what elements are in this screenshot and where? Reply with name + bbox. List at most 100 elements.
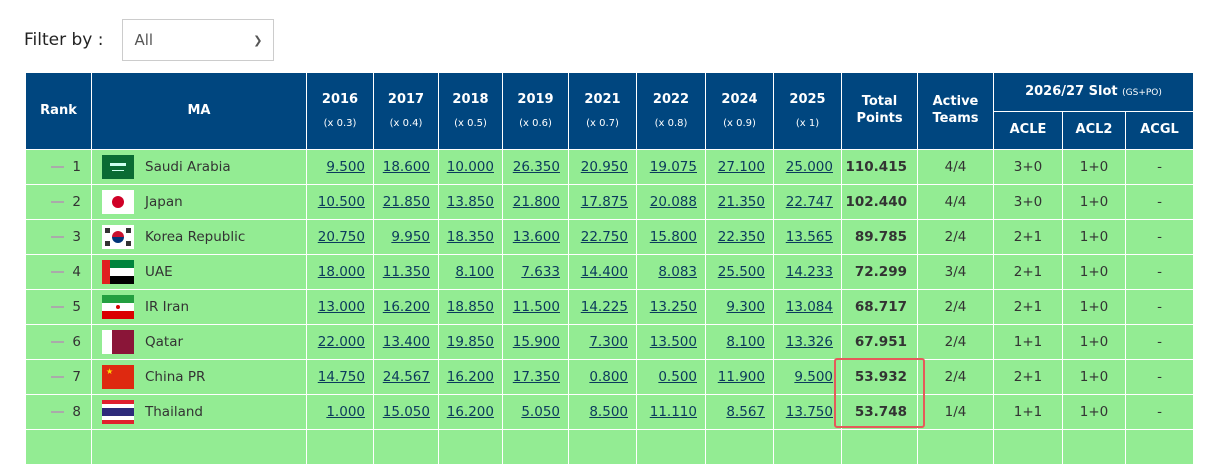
points-link[interactable]: 16.200 — [382, 299, 430, 315]
points-link[interactable]: 16.200 — [446, 404, 494, 420]
points-link[interactable]: 13.500 — [649, 334, 697, 350]
points-link[interactable]: 0.800 — [589, 369, 628, 385]
total-points: 102.440 — [841, 184, 918, 220]
points-link[interactable]: 1.000 — [326, 404, 365, 420]
points-link[interactable]: 13.850 — [446, 194, 494, 210]
points-link[interactable]: 15.900 — [512, 334, 560, 350]
partial-row-cell — [568, 429, 637, 465]
points-link[interactable]: 18.850 — [446, 299, 494, 315]
points-link[interactable]: 21.800 — [512, 194, 560, 210]
points-link[interactable]: 8.083 — [658, 264, 697, 280]
rank-unchanged-icon — [51, 411, 65, 413]
points-link[interactable]: 14.750 — [317, 369, 365, 385]
year-label: 2024 — [721, 92, 758, 108]
ma-name: Qatar — [145, 334, 184, 350]
points-link[interactable]: 25.500 — [717, 264, 765, 280]
points-link[interactable]: 22.750 — [580, 229, 628, 245]
rank-value: 7 — [72, 369, 81, 385]
points-link[interactable]: 9.500 — [326, 159, 365, 175]
points-link[interactable]: 22.350 — [717, 229, 765, 245]
acl2-slot: 1+0 — [1062, 394, 1126, 430]
points-link[interactable]: 10.500 — [317, 194, 365, 210]
rank-cell: 2 — [25, 184, 92, 220]
points-link[interactable]: 19.075 — [649, 159, 697, 175]
points-cell: 11.900 — [705, 359, 774, 395]
points-cell: 8.083 — [636, 254, 706, 290]
points-link[interactable]: 20.950 — [580, 159, 628, 175]
filter-select[interactable]: All ❯ — [121, 19, 274, 61]
points-link[interactable]: 13.084 — [785, 299, 833, 315]
points-link[interactable]: 22.000 — [317, 334, 365, 350]
table-row: 2 Japan 10.500 21.850 13.850 21.800 17.875 20.0… — [25, 184, 1194, 220]
ma-name: Thailand — [145, 404, 203, 420]
points-link[interactable]: 11.110 — [649, 404, 697, 420]
points-link[interactable]: 7.300 — [589, 334, 628, 350]
points-link[interactable]: 8.567 — [726, 404, 765, 420]
points-link[interactable]: 14.225 — [580, 299, 628, 315]
year-label: 2019 — [517, 92, 554, 108]
points-link[interactable]: 8.100 — [726, 334, 765, 350]
active-teams: 2/4 — [917, 219, 994, 255]
points-link[interactable]: 15.800 — [649, 229, 697, 245]
points-link[interactable]: 13.250 — [649, 299, 697, 315]
acl2-slot: 1+0 — [1062, 219, 1126, 255]
points-link[interactable]: 13.400 — [382, 334, 430, 350]
points-link[interactable]: 27.100 — [717, 159, 765, 175]
points-link[interactable]: 18.350 — [446, 229, 494, 245]
points-link[interactable]: 18.000 — [317, 264, 365, 280]
points-link[interactable]: 9.950 — [391, 229, 430, 245]
points-link[interactable]: 14.233 — [785, 264, 833, 280]
points-link[interactable]: 19.850 — [446, 334, 494, 350]
points-link[interactable]: 26.350 — [512, 159, 560, 175]
points-link[interactable]: 16.200 — [446, 369, 494, 385]
ma-cell: Korea Republic — [91, 219, 307, 255]
points-link[interactable]: 11.900 — [717, 369, 765, 385]
slot-note: (GS+PO) — [1122, 87, 1162, 98]
points-cell: 18.350 — [438, 219, 503, 255]
points-link[interactable]: 10.000 — [446, 159, 494, 175]
points-link[interactable]: 20.750 — [317, 229, 365, 245]
points-link[interactable]: 11.500 — [512, 299, 560, 315]
points-link[interactable]: 13.565 — [785, 229, 833, 245]
table-row: 8 Thailand 1.000 15.050 16.200 5.050 8.500 11.1… — [25, 394, 1194, 430]
header-year: 2018 (x 0.5) — [438, 72, 503, 150]
rank-value: 4 — [72, 264, 81, 280]
acgl-slot: - — [1125, 184, 1194, 220]
points-cell: 19.850 — [438, 324, 503, 360]
points-link[interactable]: 24.567 — [382, 369, 430, 385]
points-link[interactable]: 25.000 — [785, 159, 833, 175]
points-link[interactable]: 14.400 — [580, 264, 628, 280]
points-link[interactable]: 11.350 — [382, 264, 430, 280]
points-link[interactable]: 13.326 — [785, 334, 833, 350]
points-link[interactable]: 13.000 — [317, 299, 365, 315]
points-link[interactable]: 9.500 — [794, 369, 833, 385]
points-link[interactable]: 21.850 — [382, 194, 430, 210]
points-link[interactable]: 21.350 — [717, 194, 765, 210]
points-link[interactable]: 7.633 — [521, 264, 560, 280]
partial-row-cell — [306, 429, 374, 465]
points-link[interactable]: 22.747 — [785, 194, 833, 210]
points-link[interactable]: 8.500 — [589, 404, 628, 420]
points-link[interactable]: 17.875 — [580, 194, 628, 210]
points-link[interactable]: 8.100 — [455, 264, 494, 280]
points-cell: 20.950 — [568, 149, 637, 185]
points-cell: 15.800 — [636, 219, 706, 255]
points-cell: 13.600 — [502, 219, 569, 255]
korea-flag-icon — [102, 225, 134, 249]
total-points: 68.717 — [841, 289, 918, 325]
rank-cell: 6 — [25, 324, 92, 360]
points-link[interactable]: 20.088 — [649, 194, 697, 210]
points-link[interactable]: 5.050 — [521, 404, 560, 420]
points-link[interactable]: 9.300 — [726, 299, 765, 315]
thailand-flag-icon — [102, 400, 134, 424]
points-link[interactable]: 17.350 — [512, 369, 560, 385]
points-cell: 8.567 — [705, 394, 774, 430]
points-link[interactable]: 0.500 — [658, 369, 697, 385]
points-link[interactable]: 13.750 — [785, 404, 833, 420]
points-cell: 22.750 — [568, 219, 637, 255]
acl2-slot: 1+0 — [1062, 324, 1126, 360]
rank-value: 1 — [72, 159, 81, 175]
points-link[interactable]: 13.600 — [512, 229, 560, 245]
points-link[interactable]: 18.600 — [382, 159, 430, 175]
points-link[interactable]: 15.050 — [382, 404, 430, 420]
